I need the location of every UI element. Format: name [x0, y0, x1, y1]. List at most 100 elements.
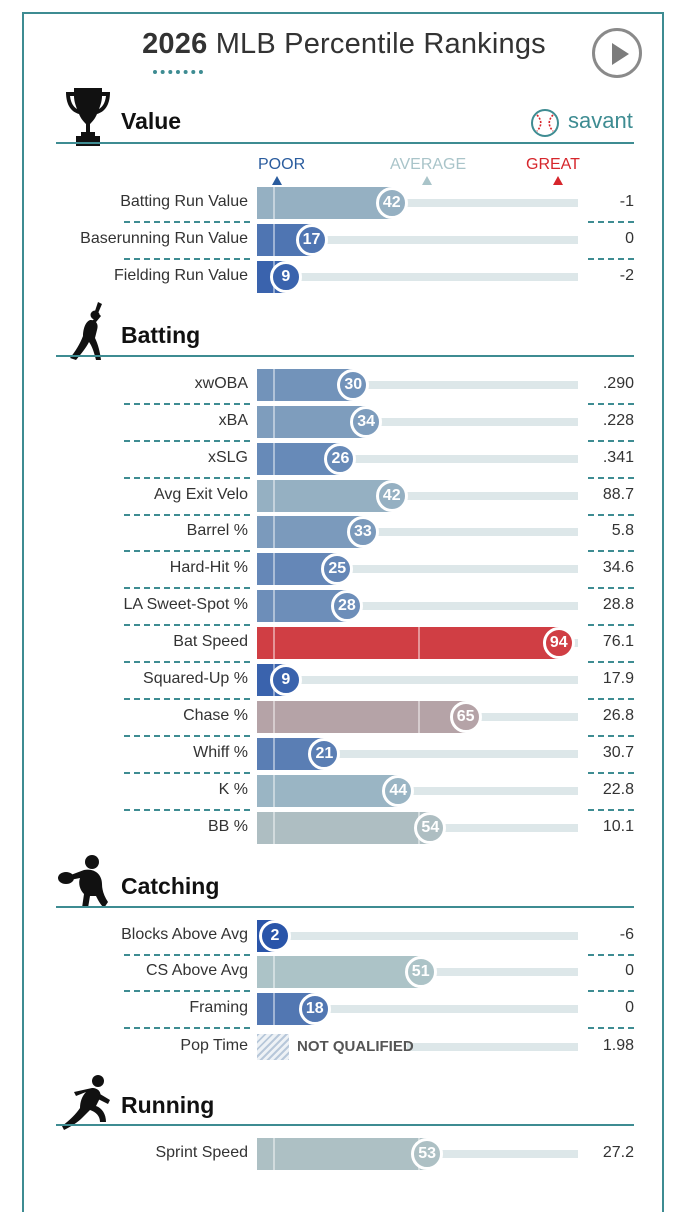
title-underline [153, 70, 203, 74]
percentile-badge-squared-up: 9 [269, 664, 302, 696]
bar-tick-whiff-0 [273, 738, 276, 770]
row-divider-hard-hit [124, 587, 250, 589]
bar-track-la-sweet-spot [257, 602, 578, 610]
row-label-chase: Chase % [183, 707, 248, 724]
bar-tick-chase-0 [273, 701, 276, 733]
legend-great: GREAT [526, 156, 580, 173]
percentile-badge-la-sweet-spot: 28 [330, 590, 363, 622]
row-label-hard-hit: Hard-Hit % [169, 559, 248, 576]
row-stat-fielding-run-value: -2 [619, 267, 634, 284]
bar-track-blocks-above-avg [257, 932, 578, 940]
row-divider-blocks-above-avg [124, 954, 250, 956]
title-year: 2026 [142, 28, 208, 60]
row-label-batting-run-value: Batting Run Value [120, 193, 248, 210]
row-label-xwoba: xwOBA [194, 375, 248, 392]
percentile-badge-framing: 18 [298, 993, 331, 1025]
bar-tick-xba-0 [273, 406, 276, 438]
section-rule-batting [56, 355, 634, 357]
percentile-badge-bb: 54 [414, 812, 447, 844]
row-divider-barrel [124, 550, 250, 552]
row-label-avg-exit-velo: Avg Exit Velo [154, 486, 248, 503]
row-label-framing: Framing [189, 999, 248, 1016]
bar-tick-barrel-0 [273, 516, 276, 548]
bar-tick-sprint-speed-0 [273, 1138, 276, 1170]
bar-track-framing [257, 1005, 578, 1013]
percentile-badge-fielding-run-value: 9 [269, 261, 302, 293]
row-stat-sprint-speed: 27.2 [602, 1144, 634, 1161]
bar-track-whiff [257, 750, 578, 758]
row-divider-baserunning-run-value [124, 258, 250, 260]
row-label-bb: BB % [207, 818, 248, 835]
row-label-sprint-speed: Sprint Speed [155, 1144, 248, 1161]
row-divider-batting-run-value [124, 221, 250, 223]
bar-batting-run-value [257, 187, 392, 219]
row-label-whiff: Whiff % [193, 744, 248, 761]
row-divider-right-framing [588, 1027, 634, 1029]
bar-avg-exit-velo [257, 480, 392, 512]
row-divider-right-squared-up [588, 698, 634, 700]
trophy-icon [66, 88, 110, 146]
bar-k [257, 775, 399, 807]
bar-track-k [257, 787, 578, 795]
bar-track-barrel [257, 528, 578, 536]
bar-barrel [257, 516, 363, 548]
baseball-icon [531, 109, 559, 137]
bar-tick-bat-speed-1 [417, 627, 420, 659]
row-label-fielding-run-value: Fielding Run Value [113, 267, 248, 284]
row-divider-right-bat-speed [588, 661, 634, 663]
row-stat-xba: .228 [602, 412, 634, 429]
bar-track-xba [257, 418, 578, 426]
row-stat-batting-run-value: -1 [619, 193, 634, 210]
bar-tick-framing-0 [273, 993, 276, 1025]
row-stat-bb: 10.1 [602, 818, 634, 835]
row-divider-right-baserunning-run-value [588, 258, 634, 260]
section-title-batting: Batting [121, 322, 201, 348]
legend-average: AVERAGE [390, 156, 467, 173]
legend-poor-marker [272, 176, 282, 185]
row-divider-right-barrel [588, 550, 634, 552]
legend-average-marker [422, 176, 432, 185]
row-divider-bat-speed [124, 661, 250, 663]
row-label-k: K % [218, 781, 248, 798]
row-divider-right-blocks-above-avg [588, 954, 634, 956]
page-title: 2026 MLB Percentile Rankings [0, 28, 688, 61]
row-divider-right-cs-above-avg [588, 990, 634, 992]
row-divider-right-la-sweet-spot [588, 624, 634, 626]
section-title-running: Running [121, 1092, 215, 1118]
play-button[interactable] [592, 28, 642, 78]
legend-poor: POOR [258, 156, 306, 173]
bar-track-xwoba [257, 381, 578, 389]
section-title-catching: Catching [121, 873, 220, 899]
row-stat-blocks-above-avg: -6 [619, 926, 634, 943]
bar-xwoba [257, 369, 354, 401]
row-divider-cs-above-avg [124, 990, 250, 992]
section-rule-running [56, 1124, 634, 1126]
not-qualified-hatch [257, 1034, 289, 1060]
row-divider-right-avg-exit-velo [588, 514, 634, 516]
bar-track-avg-exit-velo [257, 492, 578, 500]
percentile-badge-xba: 34 [350, 406, 383, 438]
row-label-la-sweet-spot: LA Sweet-Spot % [123, 596, 248, 613]
bar-tick-chase-1 [417, 701, 420, 733]
savant-text: savant [568, 108, 633, 133]
not-qualified-track [407, 1043, 578, 1051]
row-stat-squared-up: 17.9 [602, 670, 634, 687]
row-divider-xba [124, 440, 250, 442]
row-divider-la-sweet-spot [124, 624, 250, 626]
bar-bb [257, 812, 431, 844]
bar-tick-cs-above-avg-0 [273, 956, 276, 988]
row-label-pop-time: Pop Time [180, 1037, 248, 1054]
row-stat-hard-hit: 34.6 [602, 559, 634, 576]
bar-tick-k-0 [273, 775, 276, 807]
row-stat-xwoba: .290 [602, 375, 634, 392]
bar-tick-xwoba-0 [273, 369, 276, 401]
percentile-badge-cs-above-avg: 51 [404, 956, 437, 988]
row-stat-framing: 0 [625, 999, 634, 1016]
play-icon [612, 43, 629, 65]
row-label-bat-speed: Bat Speed [173, 633, 248, 650]
row-divider-xslg [124, 477, 250, 479]
row-stat-chase: 26.8 [602, 707, 634, 724]
row-label-baserunning-run-value: Baserunning Run Value [80, 230, 248, 247]
row-stat-cs-above-avg: 0 [625, 962, 634, 979]
bar-xba [257, 406, 367, 438]
